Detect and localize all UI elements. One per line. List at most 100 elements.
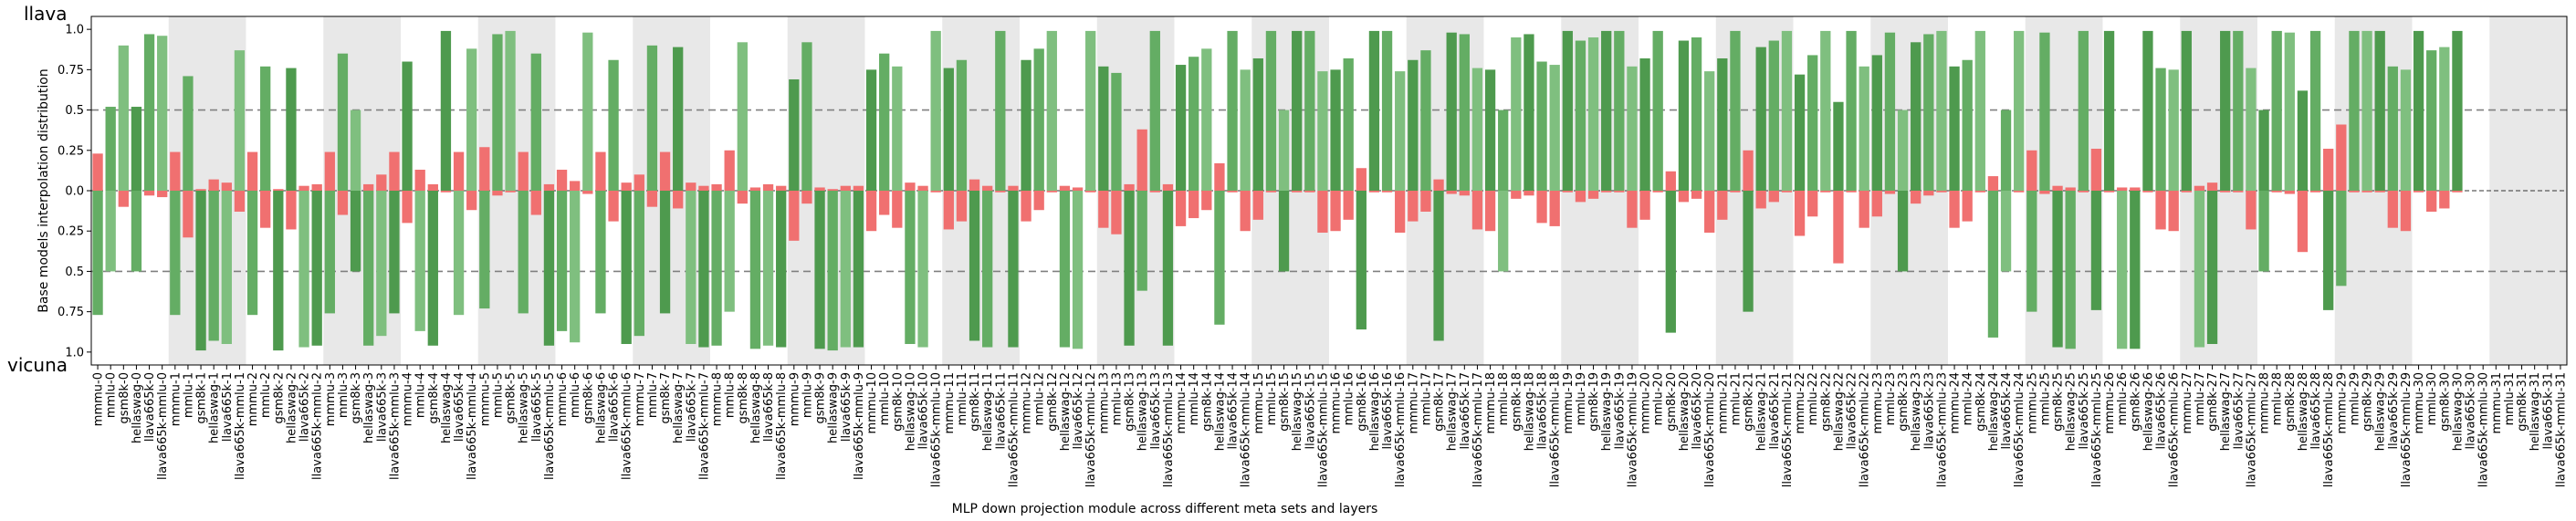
- bar-llava-mmlu-3: [337, 53, 349, 191]
- bar-vicuna-gsm8k-10: [892, 191, 903, 228]
- bar-llava-mmmu-18: [1484, 69, 1496, 191]
- bar-llava-mmlu-8: [724, 150, 735, 191]
- x-tick-label-132: mmmu-22: [1794, 372, 1807, 433]
- bar-llava-gsm8k-16: [1356, 168, 1367, 191]
- x-tick-label-88: llava665k-14: [1227, 372, 1241, 449]
- x-tick-label-160: llava665k-26: [2155, 372, 2169, 449]
- bar-llava-llava665k-mmlu-18: [1549, 65, 1560, 191]
- bar-llava-mmlu-23: [1884, 32, 1896, 192]
- bar-vicuna-llava665k-mmlu-25: [2090, 191, 2102, 310]
- bar-llava-hellaswag-16: [1368, 30, 1380, 191]
- bar-llava-llava665k-mmlu-3: [389, 151, 400, 191]
- bar-vicuna-hellaswag-3: [363, 191, 374, 346]
- bar-vicuna-mmmu-15: [1252, 191, 1263, 220]
- bar-vicuna-hellaswag-24: [1987, 191, 1999, 338]
- bar-llava-llava665k-mmlu-12: [1085, 30, 1096, 191]
- bar-llava-llava665k-mmlu-9: [853, 185, 864, 191]
- bar-vicuna-llava665k-16: [1381, 191, 1393, 193]
- bar-llava-llava665k-8: [762, 183, 774, 191]
- bar-vicuna-llava665k-11: [995, 191, 1006, 193]
- bar-llava-llava665k-mmlu-27: [2246, 68, 2257, 191]
- bar-llava-llava665k-mmlu-21: [1781, 30, 1793, 191]
- bar-llava-mmmu-6: [556, 170, 568, 191]
- bar-llava-llava665k-mmlu-14: [1240, 69, 1251, 191]
- bar-vicuna-hellaswag-14: [1214, 191, 1225, 325]
- bar-llava-hellaswag-15: [1292, 30, 1303, 191]
- bar-vicuna-llava665k-mmlu-16: [1395, 191, 1406, 233]
- bar-llava-gsm8k-9: [814, 187, 825, 191]
- x-tick-label-156: mmmu-26: [2103, 372, 2117, 433]
- bar-llava-gsm8k-11: [969, 179, 980, 191]
- x-tick-label-92: gsm8k-15: [1278, 372, 1292, 432]
- x-tick-label-3: hellaswag-0: [131, 372, 144, 443]
- x-tick-label-57: hellaswag-9: [827, 372, 841, 443]
- bar-vicuna-mmlu-30: [2426, 191, 2437, 212]
- bar-vicuna-mmmu-9: [789, 191, 800, 241]
- bar-vicuna-llava665k-mmlu-11: [1008, 191, 1019, 348]
- x-tick-label-4: llava665k-0: [143, 372, 157, 442]
- bar-vicuna-mmlu-17: [1420, 191, 1431, 212]
- x-tick-label-37: mmlu-6: [569, 372, 582, 418]
- bar-vicuna-mmmu-19: [1562, 191, 1573, 193]
- bar-vicuna-llava665k-mmlu-29: [2400, 191, 2412, 232]
- bar-vicuna-mmlu-9: [801, 191, 812, 204]
- x-tick-label-87: hellaswag-14: [1213, 372, 1227, 451]
- bar-llava-llava665k-23: [1923, 34, 1934, 191]
- bar-llava-llava665k-19: [1614, 30, 1625, 191]
- bar-llava-llava665k-22: [1846, 30, 1857, 191]
- x-tick-label-94: llava665k-15: [1304, 372, 1317, 449]
- x-tick-label-17: llava665k-mmlu-2: [311, 372, 325, 480]
- bar-llava-mmlu-18: [1498, 109, 1509, 191]
- bar-llava-llava665k-7: [686, 182, 696, 191]
- bar-llava-mmmu-16: [1330, 69, 1341, 191]
- bar-vicuna-hellaswag-1: [208, 191, 219, 341]
- bar-llava-hellaswag-20: [1678, 40, 1690, 192]
- bar-llava-gsm8k-14: [1201, 48, 1212, 192]
- x-tick-label-131: llava665k-mmlu-21: [1781, 372, 1795, 487]
- y-tick-label-6: 0.5: [65, 266, 84, 279]
- bar-vicuna-llava665k-mmlu-19: [1627, 191, 1638, 228]
- x-tick-label-168: mmmu-28: [2258, 372, 2272, 433]
- x-tick-label-34: llava665k-5: [530, 372, 544, 442]
- x-tick-label-167: llava665k-mmlu-27: [2245, 372, 2258, 487]
- bar-vicuna-llava665k-mmlu-17: [1471, 191, 1483, 230]
- bar-llava-mmlu-13: [1111, 72, 1122, 191]
- bar-vicuna-llava665k-5: [530, 191, 541, 215]
- x-tick-label-55: mmlu-9: [801, 372, 814, 418]
- x-tick-label-8: gsm8k-1: [195, 372, 209, 423]
- bar-vicuna-hellaswag-2: [286, 191, 297, 230]
- x-tick-label-18: mmmu-3: [324, 372, 338, 426]
- bar-llava-mmlu-10: [879, 53, 890, 191]
- x-tick-label-91: mmlu-15: [1265, 372, 1279, 425]
- bar-vicuna-llava665k-13: [1149, 191, 1160, 193]
- bar-vicuna-llava665k-26: [2155, 191, 2166, 230]
- x-tick-label-109: mmlu-18: [1497, 372, 1511, 425]
- bar-vicuna-llava665k-4: [453, 191, 465, 316]
- bar-vicuna-mmlu-19: [1575, 191, 1586, 203]
- bar-vicuna-mmmu-25: [2026, 191, 2037, 312]
- x-tick-label-96: mmmu-16: [1330, 372, 1344, 433]
- x-tick-label-171: hellaswag-28: [2297, 372, 2310, 451]
- bar-llava-mmlu-24: [1962, 59, 1973, 191]
- bar-vicuna-mmmu-13: [1098, 191, 1109, 228]
- x-tick-label-50: gsm8k-8: [737, 372, 750, 423]
- bar-vicuna-llava665k-12: [1072, 191, 1084, 349]
- x-tick-label-176: gsm8k-29: [2361, 372, 2375, 432]
- bar-vicuna-hellaswag-4: [440, 191, 452, 193]
- x-tick-label-85: mmlu-14: [1188, 372, 1201, 425]
- x-tick-label-120: mmmu-20: [1639, 372, 1653, 433]
- bar-llava-llava665k-mmlu-2: [311, 183, 322, 191]
- bar-vicuna-llava665k-mmlu-8: [776, 191, 787, 348]
- bar-llava-gsm8k-20: [1665, 171, 1676, 191]
- x-tick-label-95: llava665k-mmlu-15: [1316, 372, 1330, 487]
- bar-llava-gsm8k-15: [1278, 109, 1290, 191]
- x-tick-label-69: hellaswag-11: [981, 372, 995, 451]
- bar-vicuna-mmlu-16: [1343, 191, 1354, 220]
- x-tick-label-31: mmlu-5: [491, 372, 505, 418]
- x-tick-label-190: llava665k-31: [2541, 372, 2555, 449]
- bar-vicuna-llava665k-mmlu-14: [1240, 191, 1251, 232]
- bar-vicuna-llava665k-6: [608, 191, 619, 222]
- x-tick-label-29: llava665k-mmlu-4: [466, 372, 479, 480]
- bar-vicuna-mmmu-5: [479, 191, 490, 309]
- x-tick-label-65: llava665k-mmlu-10: [930, 372, 944, 487]
